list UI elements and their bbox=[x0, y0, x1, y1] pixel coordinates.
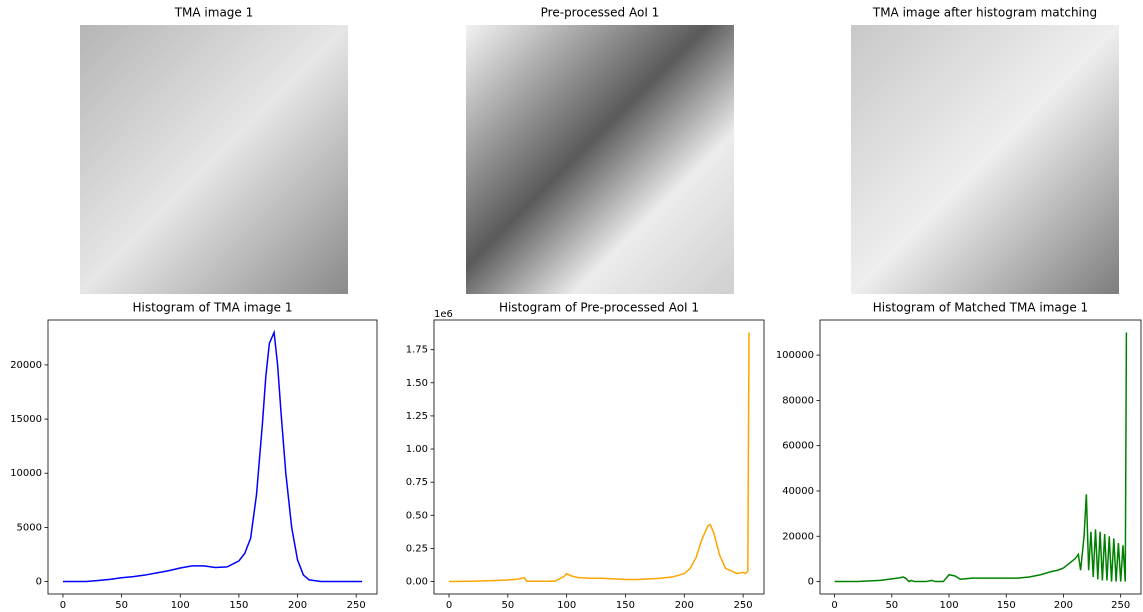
x-tick-label: 200 bbox=[675, 600, 694, 611]
line-series bbox=[62, 329, 363, 583]
y-tick-label: 15000 bbox=[10, 414, 42, 425]
axes-frame bbox=[47, 319, 378, 595]
axis-offset-label: 1e6 bbox=[434, 309, 453, 320]
axes-frame bbox=[433, 319, 765, 595]
y-tick-label: 1.50 bbox=[406, 378, 428, 389]
x-tick-label: 150 bbox=[616, 600, 635, 611]
y-tick-label: 0.00 bbox=[406, 577, 428, 588]
y-tick-label: 100000 bbox=[776, 350, 814, 361]
y-tick-label: 0 bbox=[36, 577, 42, 588]
chart-title: Histogram of Matched TMA image 1 bbox=[873, 301, 1088, 315]
axes-frame bbox=[819, 319, 1142, 595]
image bbox=[851, 25, 1119, 294]
y-tick-label: 0 bbox=[808, 577, 814, 588]
y-tick-label: 1.00 bbox=[406, 444, 428, 455]
x-tick-label: 250 bbox=[347, 600, 366, 611]
y-tick-label: 0.50 bbox=[406, 510, 428, 521]
line-series bbox=[834, 332, 1128, 583]
chart-title: Histogram of Pre-processed AoI 1 bbox=[499, 301, 699, 315]
x-tick-label: 250 bbox=[1111, 600, 1130, 611]
image bbox=[466, 25, 734, 294]
y-tick-label: 5000 bbox=[17, 522, 42, 533]
y-tick-label: 20000 bbox=[782, 531, 814, 542]
chart-title: TMA image 1 bbox=[174, 6, 254, 20]
x-tick-label: 50 bbox=[885, 600, 898, 611]
y-tick-label: 1.25 bbox=[406, 411, 428, 422]
x-tick-label: 100 bbox=[171, 600, 190, 611]
x-tick-label: 0 bbox=[60, 600, 66, 611]
x-tick-label: 200 bbox=[1054, 600, 1073, 611]
chart-title: TMA image after histogram matching bbox=[872, 6, 1097, 20]
y-tick-label: 0.75 bbox=[406, 477, 428, 488]
x-tick-label: 200 bbox=[288, 600, 307, 611]
x-tick-label: 250 bbox=[734, 600, 753, 611]
line-series bbox=[448, 332, 750, 583]
y-tick-label: 80000 bbox=[782, 395, 814, 406]
image bbox=[80, 25, 348, 294]
x-tick-label: 0 bbox=[446, 600, 452, 611]
x-tick-label: 100 bbox=[939, 600, 958, 611]
x-tick-label: 0 bbox=[831, 600, 837, 611]
x-tick-label: 50 bbox=[115, 600, 128, 611]
x-tick-label: 150 bbox=[229, 600, 248, 611]
x-tick-label: 150 bbox=[997, 600, 1016, 611]
y-tick-label: 60000 bbox=[782, 441, 814, 452]
x-tick-label: 50 bbox=[501, 600, 514, 611]
y-tick-label: 40000 bbox=[782, 486, 814, 497]
x-tick-label: 100 bbox=[557, 600, 576, 611]
chart-title: Histogram of TMA image 1 bbox=[133, 301, 293, 315]
y-tick-label: 20000 bbox=[10, 360, 42, 371]
y-tick-label: 0.25 bbox=[406, 543, 428, 554]
y-tick-label: 1.75 bbox=[406, 345, 428, 356]
y-tick-label: 10000 bbox=[10, 468, 42, 479]
chart-title: Pre-processed AoI 1 bbox=[541, 6, 660, 20]
